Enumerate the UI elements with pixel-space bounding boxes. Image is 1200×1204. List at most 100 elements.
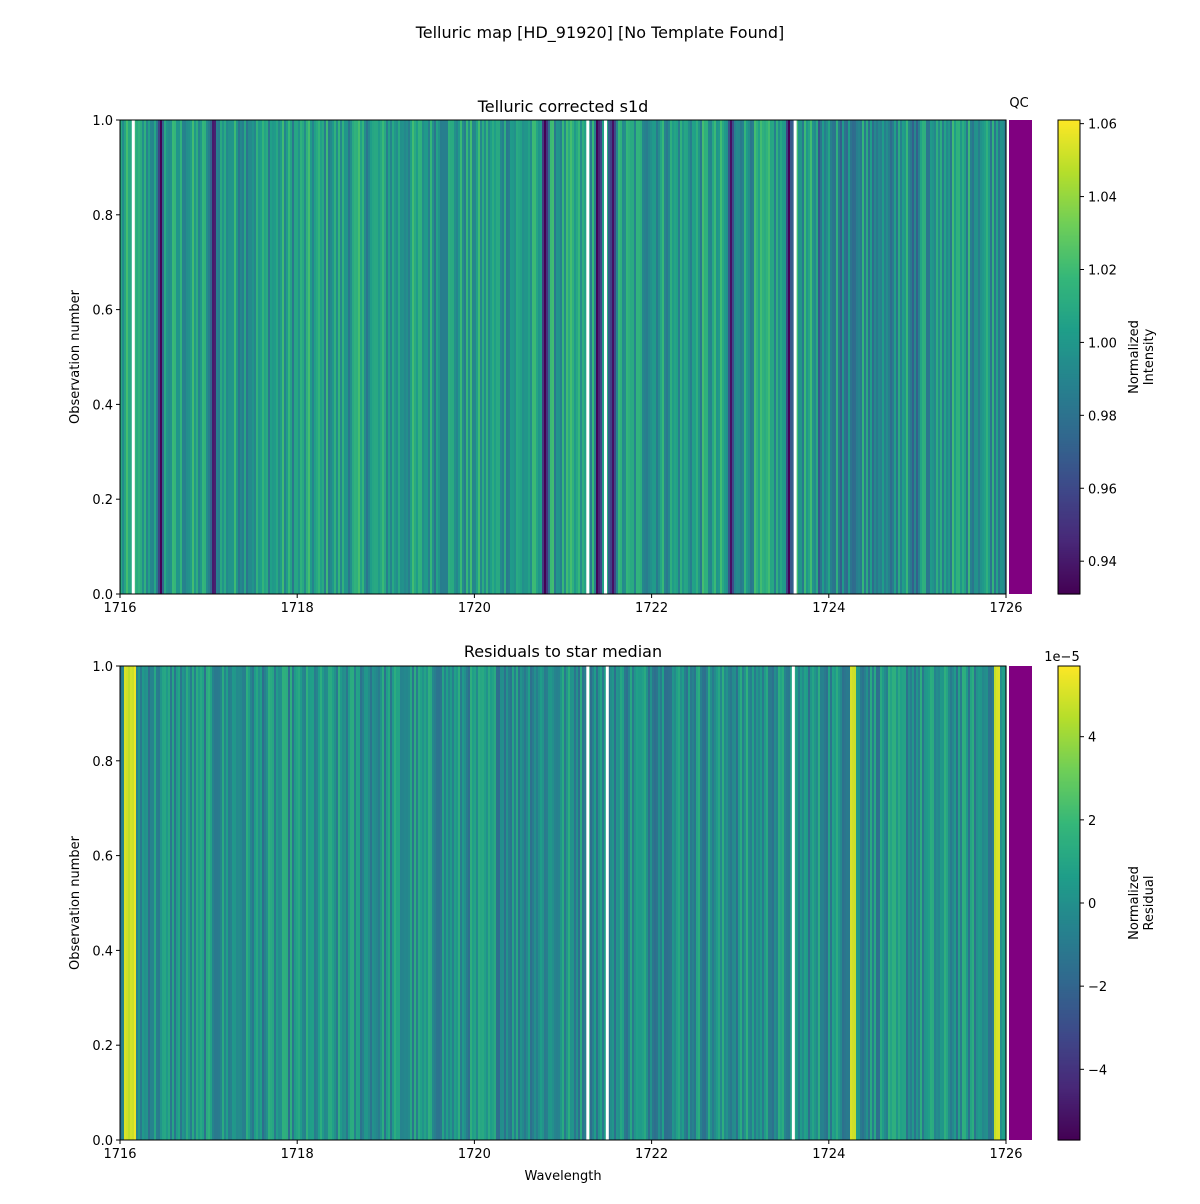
heatmap-column [162, 666, 165, 1140]
colorbar-segment [1058, 766, 1080, 769]
x-tick-label: 1718 [281, 1147, 314, 1162]
colorbar-segment [1058, 970, 1080, 973]
colorbar-segment [1058, 246, 1080, 249]
colorbar-segment [1058, 208, 1080, 211]
heatmap-column [322, 666, 325, 1140]
colorbar-segment [1058, 772, 1080, 775]
heatmap-column [738, 120, 741, 594]
heatmap-column [372, 120, 375, 594]
heatmap-column [442, 666, 445, 1140]
heatmap-column [644, 666, 647, 1140]
heatmap-column [992, 666, 995, 1140]
heatmap-column [290, 120, 293, 594]
heatmap-column [988, 120, 991, 594]
heatmap-column [790, 666, 793, 1140]
heatmap-column [704, 666, 707, 1140]
heatmap-column [824, 666, 827, 1140]
heatmap-column [940, 666, 943, 1140]
heatmap-column [668, 666, 671, 1140]
heatmap-column [196, 666, 199, 1140]
heatmap-column [844, 666, 847, 1140]
heatmap-column [324, 666, 327, 1140]
colorbar-segment [1058, 582, 1080, 585]
heatmap-column [804, 666, 807, 1140]
heatmap-column [686, 120, 689, 594]
heatmap-column [374, 120, 377, 594]
heatmap-column [306, 666, 309, 1140]
heatmap-column [288, 666, 291, 1140]
heatmap-column [598, 666, 601, 1140]
heatmap-column [560, 120, 563, 594]
colorbar-segment [1058, 176, 1080, 179]
heatmap-column [124, 666, 127, 1140]
colorbar-segment [1058, 492, 1080, 495]
heatmap-column [886, 666, 889, 1140]
heatmap-column [778, 666, 781, 1140]
heatmap-column [562, 120, 565, 594]
heatmap-column [190, 120, 193, 594]
heatmap-column [850, 120, 853, 594]
heatmap-column [822, 120, 825, 594]
heatmap-column [444, 120, 447, 594]
colorbar-segment [1058, 1020, 1080, 1023]
y-tick-label: 0.2 [92, 1039, 113, 1054]
colorbar-segment [1058, 482, 1080, 485]
heatmap-column [346, 666, 349, 1140]
colorbar-segment [1058, 784, 1080, 787]
heatmap-column [610, 666, 613, 1140]
colorbar-segment [1058, 324, 1080, 327]
colorbar-segment [1058, 212, 1080, 215]
colorbar-segment [1058, 866, 1080, 869]
colorbar-segment [1058, 1040, 1080, 1043]
heatmap-column [380, 666, 383, 1140]
heatmap-column [314, 666, 317, 1140]
heatmap-column [746, 120, 749, 594]
heatmap-column [812, 666, 815, 1140]
heatmap-column [990, 120, 993, 594]
heatmap-column [842, 666, 845, 1140]
heatmap-column [538, 120, 541, 594]
heatmap-column [938, 120, 941, 594]
colorbar-segment [1058, 538, 1080, 541]
heatmap-column [362, 120, 365, 594]
colorbar-segment [1058, 842, 1080, 845]
heatmap-column [508, 666, 511, 1140]
colorbar-segment [1058, 740, 1080, 743]
colorbar-segment [1058, 306, 1080, 309]
heatmap-column [884, 666, 887, 1140]
heatmap-column [176, 120, 179, 594]
colorbar-segment [1058, 678, 1080, 681]
heatmap-column [294, 120, 297, 594]
heatmap-column [414, 666, 417, 1140]
heatmap-column [798, 120, 801, 594]
colorbar-segment [1058, 862, 1080, 865]
heatmap-column [758, 120, 761, 594]
heatmap-column [474, 120, 477, 594]
heatmap-column [358, 120, 361, 594]
heatmap-column [376, 120, 379, 594]
heatmap-column [918, 120, 921, 594]
heatmap-column [406, 666, 409, 1140]
heatmap-column [228, 666, 231, 1140]
heatmap-column [922, 120, 925, 594]
colorbar-segment [1058, 674, 1080, 677]
heatmap-column [128, 120, 131, 594]
heatmap-column [688, 666, 691, 1140]
colorbar-segment [1058, 188, 1080, 191]
colorbar-segment [1058, 1008, 1080, 1011]
heatmap-column [768, 666, 771, 1140]
colorbar-segment [1058, 288, 1080, 291]
heatmap-column [810, 120, 813, 594]
heatmap-column [202, 666, 205, 1140]
heatmap-column [872, 666, 875, 1140]
y-axis-label: Observation number [68, 289, 83, 424]
heatmap-column [258, 120, 261, 594]
heatmap-column [828, 120, 831, 594]
colorbar-segment [1058, 526, 1080, 529]
heatmap-column [864, 120, 867, 594]
heatmap-column [910, 666, 913, 1140]
heatmap-column [574, 120, 577, 594]
heatmap-column [572, 666, 575, 1140]
nan-gap [793, 120, 797, 594]
heatmap-column [286, 120, 289, 594]
